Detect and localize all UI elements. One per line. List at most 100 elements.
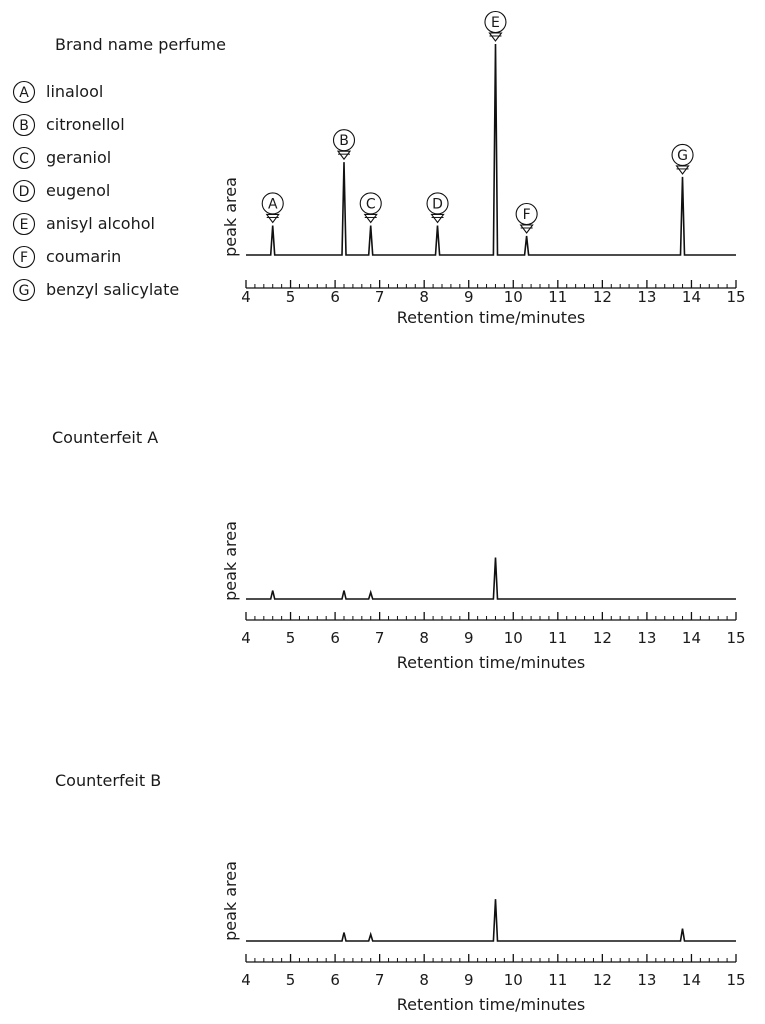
peak-marker-circle [671,143,694,166]
legend-key-circle [12,245,36,269]
x-tick-label: 12 [593,288,612,306]
legend-label: linalool [46,82,103,101]
peak-marker-circle [332,129,356,152]
peak-marker-circle [261,192,284,215]
x-tick-label: 5 [286,971,296,989]
x-axis-label: Retention time/minutes [397,995,586,1014]
legend-key: E [20,217,29,233]
x-axis-label: Retention time/minutes [397,653,586,672]
x-tick-label: 5 [286,629,296,647]
peak-marker-triangle [519,224,534,234]
peak-annotation-C: C [359,192,382,224]
x-tick-label: 4 [241,288,251,306]
peak-annotation-F: F [515,202,538,234]
peak-annotation-B: B [332,129,356,161]
peak-label: E [491,15,500,31]
legend-label: anisyl alcohol [46,214,155,233]
x-tick-label: 10 [504,288,523,306]
legend-key: G [19,283,30,299]
peak-annotation-E: E [484,10,507,42]
x-tick-label: 6 [330,288,340,306]
x-tick-label: 8 [419,971,429,989]
peak-label: A [268,196,278,212]
chart-panel-1: Brand name perfume peak area 4 5 6 7 8 9 10 11 12 1… [12,10,746,327]
peak-marker-triangle [336,150,352,161]
peak-marker-circle [426,192,449,215]
legend-key: C [19,151,29,167]
peak-label: G [677,148,688,164]
x-tick-label: 14 [682,971,701,989]
chart-title: Counterfeit A [52,428,158,447]
peak-label: F [523,207,531,223]
x-tick-label: 9 [464,971,474,989]
chart-panel-2: Counterfeit A peak area 4 5 6 7 8 9 10 11 12 13 14 15… [52,428,746,672]
legend-label: geraniol [46,148,111,167]
x-tick-label: 7 [375,629,385,647]
chromatogram-trace [246,43,736,256]
x-tick-label: 11 [548,288,567,306]
x-tick-label: 13 [637,629,656,647]
chromatogram-trace [246,557,736,600]
x-tick-label: 9 [464,288,474,306]
x-tick-label: 12 [593,971,612,989]
y-axis-label: peak area [221,861,240,941]
x-tick-label: 13 [637,971,656,989]
x-tick-label: 10 [504,971,523,989]
chromatogram-trace [246,899,736,942]
legend-key: A [19,85,29,101]
legend-label: citronellol [46,115,125,134]
x-tick-label: 6 [330,629,340,647]
legend-key-circle [12,278,36,302]
chart-title: Brand name perfume [55,35,226,54]
legend-key-circle [12,146,36,170]
legend-key: D [19,184,30,200]
x-tick-label: 4 [241,629,251,647]
legend-key-circle [12,179,36,203]
x-tick-label: 11 [548,971,567,989]
x-tick-label: 14 [682,288,701,306]
x-tick-label: 6 [330,971,340,989]
peak-marker-circle [359,192,382,215]
peak-marker-triangle [675,165,690,175]
chart-title: Counterfeit B [55,771,161,790]
x-tick-label: 5 [286,288,296,306]
x-tick-label: 15 [726,629,745,647]
x-tick-label: 8 [419,288,429,306]
y-axis-label: peak area [221,521,240,601]
peak-marker-circle [515,202,538,226]
x-tick-label: 4 [241,971,251,989]
legend-key-circle [12,80,36,104]
x-tick-label: 15 [726,971,745,989]
peak-marker-circle [484,10,507,34]
legend-label: benzyl salicylate [46,280,179,299]
peak-annotation-G: G [671,143,694,175]
x-tick-label: 7 [375,971,385,989]
peak-marker-triangle [265,213,280,224]
peak-label: D [432,196,443,212]
x-tick-label: 9 [464,629,474,647]
legend-label: coumarin [46,247,121,266]
peak-marker-triangle [430,213,445,224]
peak-annotation-D: D [426,192,449,224]
legend-label: eugenol [46,181,110,200]
peak-label: B [339,133,349,149]
x-tick-label: 12 [593,629,612,647]
x-tick-label: 8 [419,629,429,647]
legend-key-circle [12,212,36,236]
x-tick-label: 10 [504,629,523,647]
peak-label: C [366,196,376,212]
legend-key-circle [12,113,36,137]
peak-marker-triangle [363,213,378,224]
x-tick-label: 15 [726,288,745,306]
peak-marker-triangle [488,32,503,42]
x-tick-label: 13 [637,288,656,306]
legend-key: F [20,250,28,266]
x-axis-label: Retention time/minutes [397,308,586,327]
